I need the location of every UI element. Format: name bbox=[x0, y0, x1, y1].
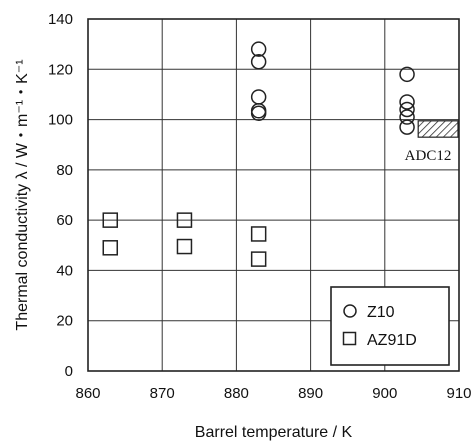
x-tick-label: 880 bbox=[224, 385, 249, 402]
legend-marker-z10 bbox=[343, 304, 357, 318]
legend-box bbox=[330, 286, 450, 366]
x-tick-label: 870 bbox=[150, 385, 175, 402]
az91d-point bbox=[176, 212, 193, 228]
z10-point bbox=[399, 94, 415, 110]
y-tick-labels: 0 20 40 60 80 100 120 140 bbox=[48, 11, 73, 380]
x-tick-label: 890 bbox=[298, 385, 323, 402]
az91d-point bbox=[250, 226, 267, 242]
x-tick-label: 900 bbox=[372, 385, 397, 402]
x-axis-label: Barrel temperature / K bbox=[195, 424, 353, 441]
legend-marker-az91d bbox=[342, 331, 357, 346]
y-tick-label: 20 bbox=[56, 313, 73, 330]
y-tick-label: 0 bbox=[65, 363, 73, 380]
adc12-label: ADC12 bbox=[405, 148, 452, 164]
x-tick-labels: 860 870 880 890 900 910 bbox=[75, 385, 471, 402]
y-tick-label: 80 bbox=[56, 162, 73, 179]
z10-point bbox=[250, 89, 267, 105]
y-tick-label: 40 bbox=[56, 262, 73, 279]
az91d-point bbox=[102, 212, 119, 228]
adc12-region: ADC12 bbox=[405, 120, 459, 164]
z10-point bbox=[399, 109, 415, 125]
y-tick-label: 100 bbox=[48, 112, 73, 129]
adc12-hatched-band bbox=[417, 120, 459, 138]
z10-point bbox=[250, 53, 267, 70]
y-tick-label: 140 bbox=[48, 11, 73, 28]
z10-point bbox=[399, 66, 415, 83]
data-points bbox=[102, 41, 415, 267]
legend: Z10 AZ91D bbox=[330, 286, 450, 366]
az91d-point bbox=[176, 238, 193, 255]
y-tick-label: 60 bbox=[56, 212, 73, 229]
legend-label-az91d: AZ91D bbox=[367, 332, 417, 349]
legend-label-z10: Z10 bbox=[367, 304, 395, 321]
z10-point bbox=[399, 101, 415, 118]
y-tick-label: 120 bbox=[48, 61, 73, 78]
az91d-point bbox=[250, 251, 267, 267]
plot-frame bbox=[87, 18, 460, 372]
z10-point bbox=[250, 41, 267, 57]
z10-point bbox=[250, 105, 267, 122]
x-tick-label: 910 bbox=[446, 385, 471, 402]
x-tick-label: 860 bbox=[75, 385, 100, 402]
z10-point bbox=[399, 119, 415, 135]
az91d-point bbox=[102, 240, 119, 256]
y-axis-label: Thermal conductivity λ / W・m⁻¹・K⁻¹ bbox=[14, 59, 31, 330]
